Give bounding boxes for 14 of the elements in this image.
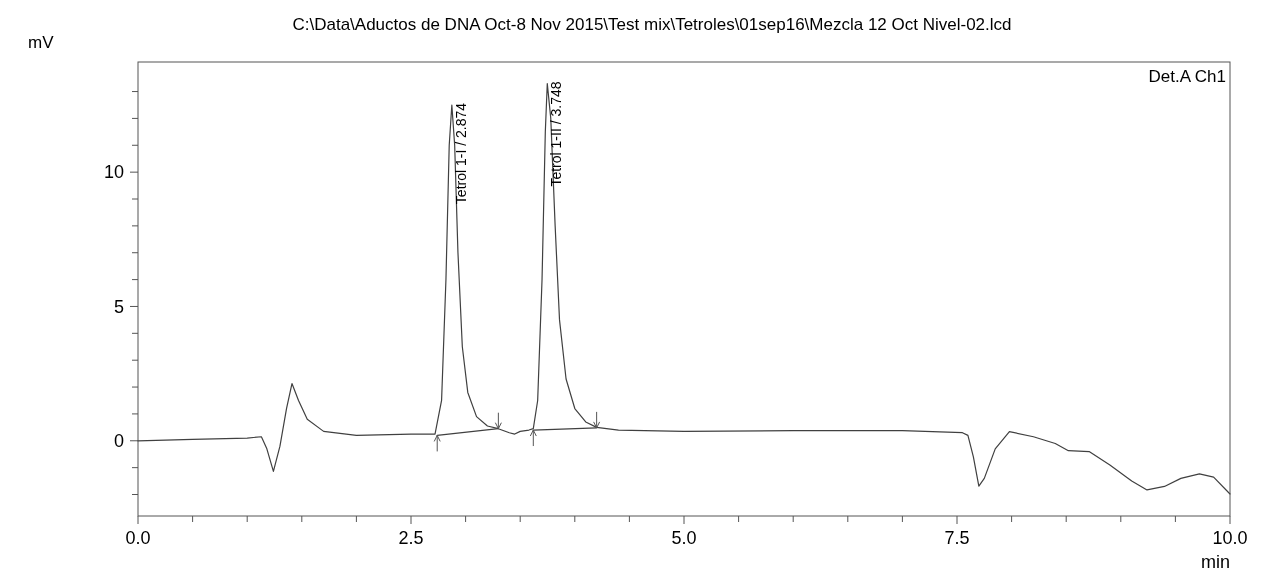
x-axis-title: min [1200, 552, 1230, 572]
x-tick-label: 5.0 [671, 528, 697, 548]
y-axis-title: mV [28, 33, 55, 52]
x-tick-label: 7.5 [944, 528, 970, 548]
annotation: Det.A Ch1 [1148, 67, 1226, 86]
annotation: Tetrol 1-II / 3.748 [548, 81, 565, 187]
x-tick-label: 2.5 [398, 528, 424, 548]
y-tick-label: 10 [103, 162, 124, 183]
y-tick-label: 0 [113, 431, 124, 452]
chart-title: C:\Data\Aductos de DNA Oct-8 Nov 2015\Test mix\Tetroles\01sep16\Mezcla 12 Oct Nivel-02.lcd [292, 15, 1012, 34]
annotation: Tetrol 1-I / 2.874 [452, 102, 469, 205]
y-tick-label: 5 [113, 296, 124, 317]
x-tick-label: 10.0 [1212, 528, 1248, 548]
x-tick-label: 0.0 [125, 528, 151, 548]
